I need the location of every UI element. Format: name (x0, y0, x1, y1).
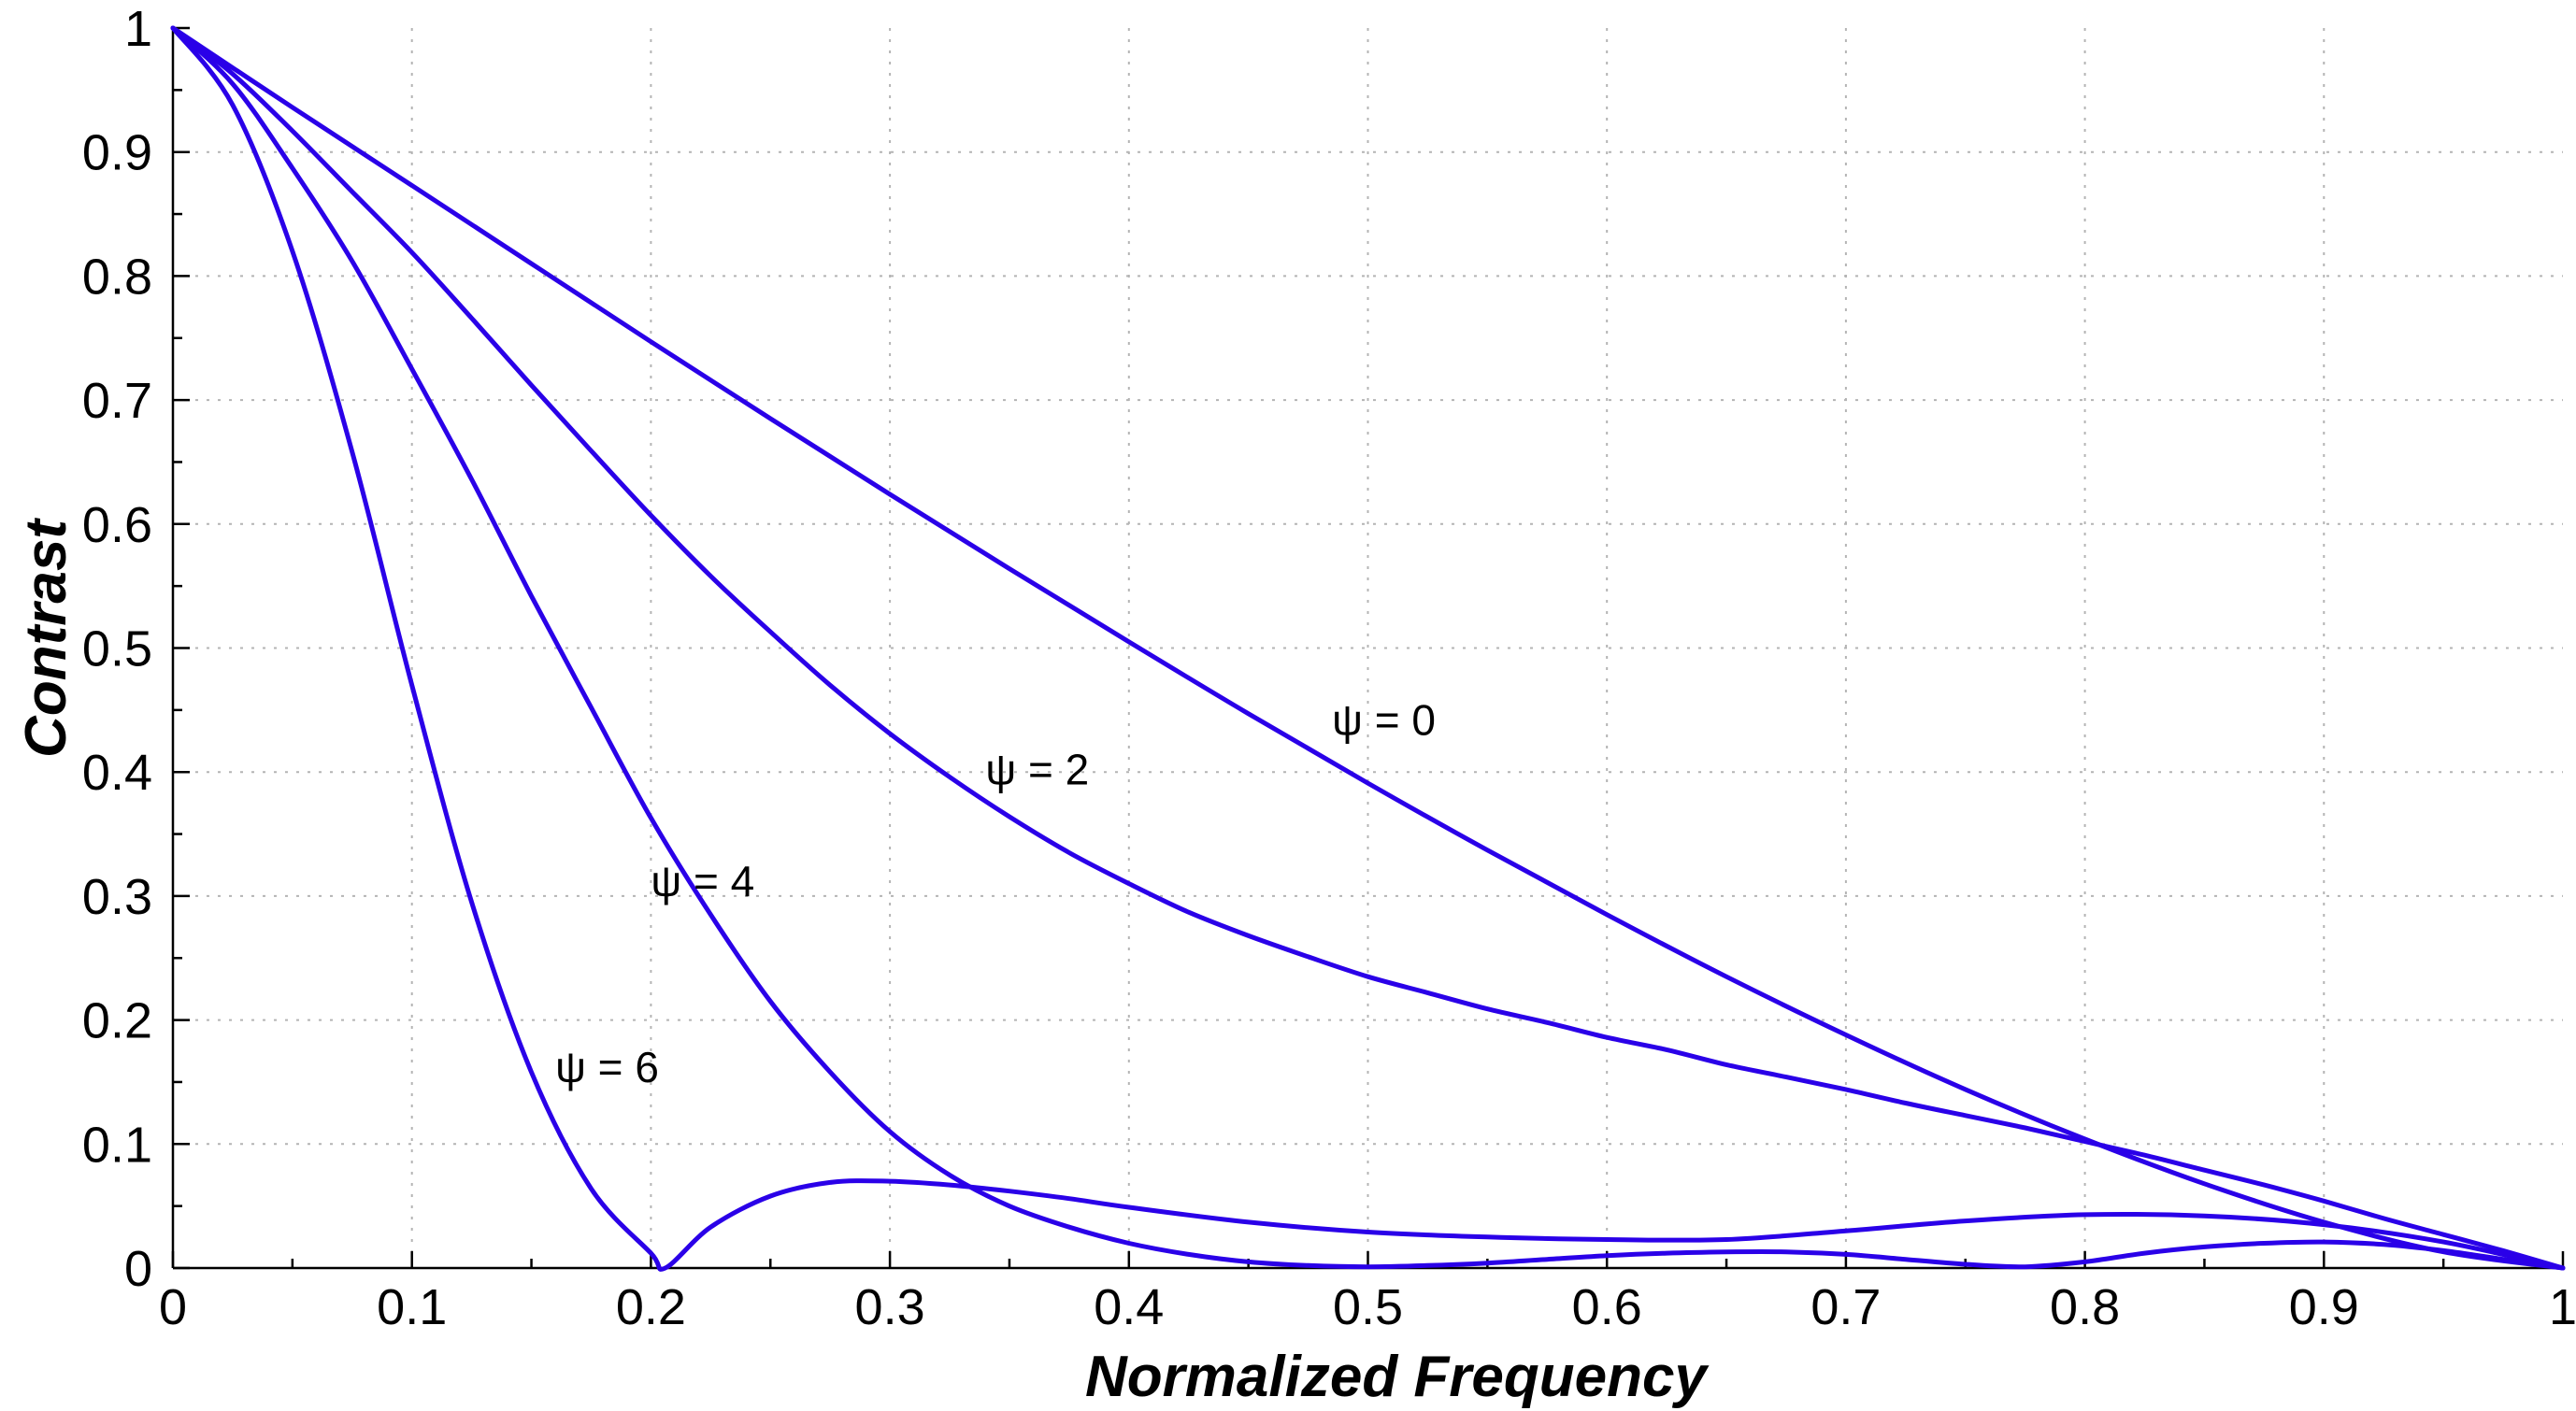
grid-lines (173, 28, 2563, 1268)
y-tick-label: 0.1 (82, 1117, 152, 1173)
x-tick-labels: 0 0.1 0.2 0.3 0.4 0.5 0.6 0.7 0.8 0.9 1 (159, 1279, 2576, 1335)
y-tick-label: 0.9 (82, 125, 152, 181)
x-axis-title: Normalized Frequency (1085, 1345, 1710, 1409)
curve-label: ψ = 2 (985, 745, 1089, 793)
y-tick-label: 1 (124, 1, 152, 57)
series-line-psi-0 (170, 25, 2566, 1271)
x-tick-label: 0.3 (855, 1279, 925, 1335)
y-tick-label: 0.8 (82, 249, 152, 305)
x-tick-label: 0.5 (1333, 1279, 1403, 1335)
y-tick-label: 0.2 (82, 993, 152, 1049)
y-tick-label: 0.5 (82, 621, 152, 677)
x-tick-label: 0.6 (1572, 1279, 1642, 1335)
x-tick-label: 0.4 (1094, 1279, 1164, 1335)
series-line-psi-6 (170, 25, 2566, 1272)
x-tick-label: 0.1 (377, 1279, 447, 1335)
x-tick-label: 0.7 (1810, 1279, 1881, 1335)
x-tick-label: 0 (159, 1279, 187, 1335)
curve-label: ψ = 0 (1332, 695, 1436, 744)
curve-label: ψ = 4 (651, 857, 754, 905)
series-line-psi-2 (170, 25, 2566, 1271)
y-tick-label: 0.4 (82, 745, 152, 801)
x-tick-label: 0.2 (616, 1279, 686, 1335)
y-axis-title: Contrast (14, 518, 79, 758)
x-tick-label: 0.9 (2289, 1279, 2359, 1335)
y-tick-label: 0 (124, 1241, 152, 1297)
curve-label: ψ = 6 (555, 1043, 659, 1091)
y-tick-label: 0.7 (82, 373, 152, 429)
x-tick-label: 0.8 (2050, 1279, 2120, 1335)
y-tick-label: 0.3 (82, 869, 152, 925)
data-curves (170, 25, 2566, 1272)
series-line-psi-4 (170, 25, 2566, 1271)
y-tick-label: 0.6 (82, 497, 152, 553)
curve-annotations: ψ = 0 ψ = 2 ψ = 4 ψ = 6 (555, 695, 1436, 1091)
y-tick-labels: 0 0.1 0.2 0.3 0.4 0.5 0.6 0.7 0.8 0.9 1 (82, 1, 152, 1297)
x-tick-label: 1 (2549, 1279, 2576, 1335)
